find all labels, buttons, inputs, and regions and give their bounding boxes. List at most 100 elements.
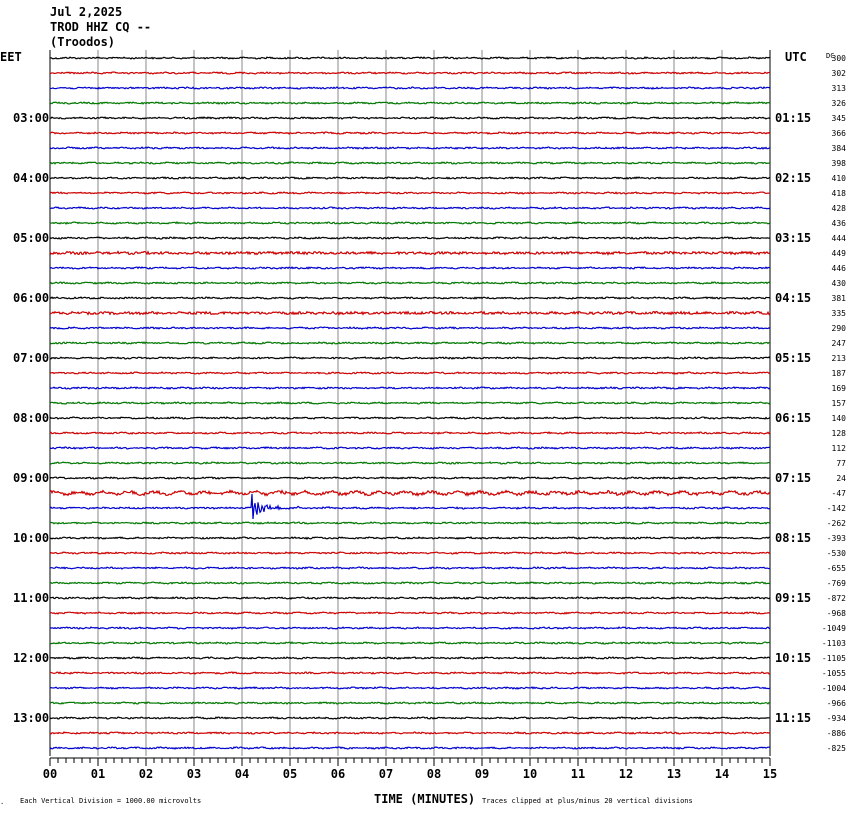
dc-offset-label: 444 xyxy=(832,234,847,243)
dc-offset-label: 157 xyxy=(832,399,847,408)
dc-offset-label: 77 xyxy=(836,459,846,468)
left-hour-label: 04:00 xyxy=(13,171,49,185)
x-tick-label: 03 xyxy=(187,767,201,781)
trace-line xyxy=(49,236,771,240)
trace-line xyxy=(49,131,771,135)
right-hour-label: 02:15 xyxy=(775,171,811,185)
x-tick-label: 10 xyxy=(523,767,537,781)
dc-offset-label: 140 xyxy=(832,414,847,423)
dc-offset-label: 313 xyxy=(832,84,847,93)
trace-line xyxy=(49,386,771,390)
trace-line xyxy=(49,431,771,435)
dc-offset-label: -530 xyxy=(827,549,846,558)
x-tick-label: 02 xyxy=(139,767,153,781)
clip-note: Traces clipped at plus/minus 20 vertical… xyxy=(482,797,693,805)
trace-line xyxy=(49,221,771,225)
trace-line xyxy=(49,191,771,195)
trace-line xyxy=(49,686,771,690)
x-tick-label: 12 xyxy=(619,767,633,781)
dc-offset-labels: 300 302 313 326 345 366 384 398 410 418 428 436 444 4… xyxy=(822,54,846,753)
trace-line xyxy=(49,116,771,120)
dc-offset-label: 418 xyxy=(832,189,847,198)
trace-line xyxy=(49,671,771,675)
trace-line xyxy=(49,416,771,420)
right-hour-label: 07:15 xyxy=(775,471,811,485)
x-tick-label: 01 xyxy=(91,767,105,781)
dc-offset-label: -262 xyxy=(827,519,846,528)
header-date: Jul 2,2025 xyxy=(50,5,122,19)
dc-offset-label: 381 xyxy=(832,294,847,303)
right-hour-label: 11:15 xyxy=(775,711,811,725)
trace-line xyxy=(49,56,771,60)
right-hour-label: 08:15 xyxy=(775,531,811,545)
trace-line xyxy=(49,551,771,555)
trace-line xyxy=(49,731,771,735)
trace-line xyxy=(49,489,771,497)
x-tick-label: 11 xyxy=(571,767,585,781)
left-hour-label: 05:00 xyxy=(13,231,49,245)
dc-offset-label: 128 xyxy=(832,429,847,438)
left-hour-label: 07:00 xyxy=(13,351,49,365)
dc-offset-label: 430 xyxy=(832,279,847,288)
left-hour-label: 06:00 xyxy=(13,291,49,305)
trace-line xyxy=(49,371,771,375)
dc-offset-label: 366 xyxy=(832,129,847,138)
dc-offset-label: -1105 xyxy=(822,654,846,663)
trace-line xyxy=(49,176,771,180)
trace-line xyxy=(49,101,771,105)
dc-offset-label: 326 xyxy=(832,99,847,108)
trace-line xyxy=(49,146,771,150)
dc-offset-label: -47 xyxy=(832,489,847,498)
x-tick-label: 15 xyxy=(763,767,777,781)
dc-offset-label: 247 xyxy=(832,339,847,348)
x-tick-label: 00 xyxy=(43,767,57,781)
trace-line xyxy=(49,581,771,585)
dc-offset-label: -968 xyxy=(827,609,846,618)
trace-line xyxy=(49,356,771,360)
trace-line xyxy=(49,310,771,316)
trace-line xyxy=(49,206,771,210)
trace-line xyxy=(49,296,771,300)
x-tick-label: 09 xyxy=(475,767,489,781)
dc-offset-label: -393 xyxy=(827,534,846,543)
x-tick-label: 06 xyxy=(331,767,345,781)
trace-line xyxy=(49,446,771,450)
left-hour-label: 11:00 xyxy=(13,591,49,605)
trace-line xyxy=(49,611,771,615)
trace-line xyxy=(49,566,771,570)
x-axis: 00 01 02 03 04 05 06 07 08 09 10 11 12 13 14 15 xyxy=(43,757,777,781)
x-tick-label: 07 xyxy=(379,767,393,781)
trace-line xyxy=(49,521,771,525)
trace-line xyxy=(49,326,771,330)
dc-offset-label: -1055 xyxy=(822,669,846,678)
dc-offset-label: -655 xyxy=(827,564,846,573)
dc-offset-label: 446 xyxy=(832,264,847,273)
trace-line xyxy=(49,626,771,630)
trace-line xyxy=(49,493,771,520)
dc-offset-label: -825 xyxy=(827,744,846,753)
x-tick-label: 13 xyxy=(667,767,681,781)
x-tick-label: 14 xyxy=(715,767,729,781)
right-timezone: UTC xyxy=(785,50,807,64)
dc-offset-label: 112 xyxy=(832,444,847,453)
dc-offset-label: -769 xyxy=(827,579,846,588)
trace-line xyxy=(49,401,771,405)
x-tick-label: 05 xyxy=(283,767,297,781)
right-hour-label: 10:15 xyxy=(775,651,811,665)
right-hour-labels: 01:15 02:15 03:15 04:15 05:15 06:15 07:15 08:15… xyxy=(775,111,811,725)
dc-offset-label: 213 xyxy=(832,354,847,363)
trace-line xyxy=(49,746,771,750)
dc-offset-label: 290 xyxy=(832,324,847,333)
left-hour-label: 12:00 xyxy=(13,651,49,665)
left-hour-label: 10:00 xyxy=(13,531,49,545)
dc-label: DC xyxy=(826,52,834,60)
trace-line xyxy=(49,281,771,285)
dc-offset-label: -1103 xyxy=(822,639,846,648)
trace-line xyxy=(49,71,771,75)
left-timezone: EET xyxy=(0,50,22,64)
right-hour-label: 03:15 xyxy=(775,231,811,245)
trace-line xyxy=(49,86,771,90)
left-hour-labels: 03:00 04:00 05:00 06:00 07:00 08:00 09:00 10:00… xyxy=(13,111,49,725)
dc-offset-label: -966 xyxy=(827,699,846,708)
left-hour-label: 09:00 xyxy=(13,471,49,485)
